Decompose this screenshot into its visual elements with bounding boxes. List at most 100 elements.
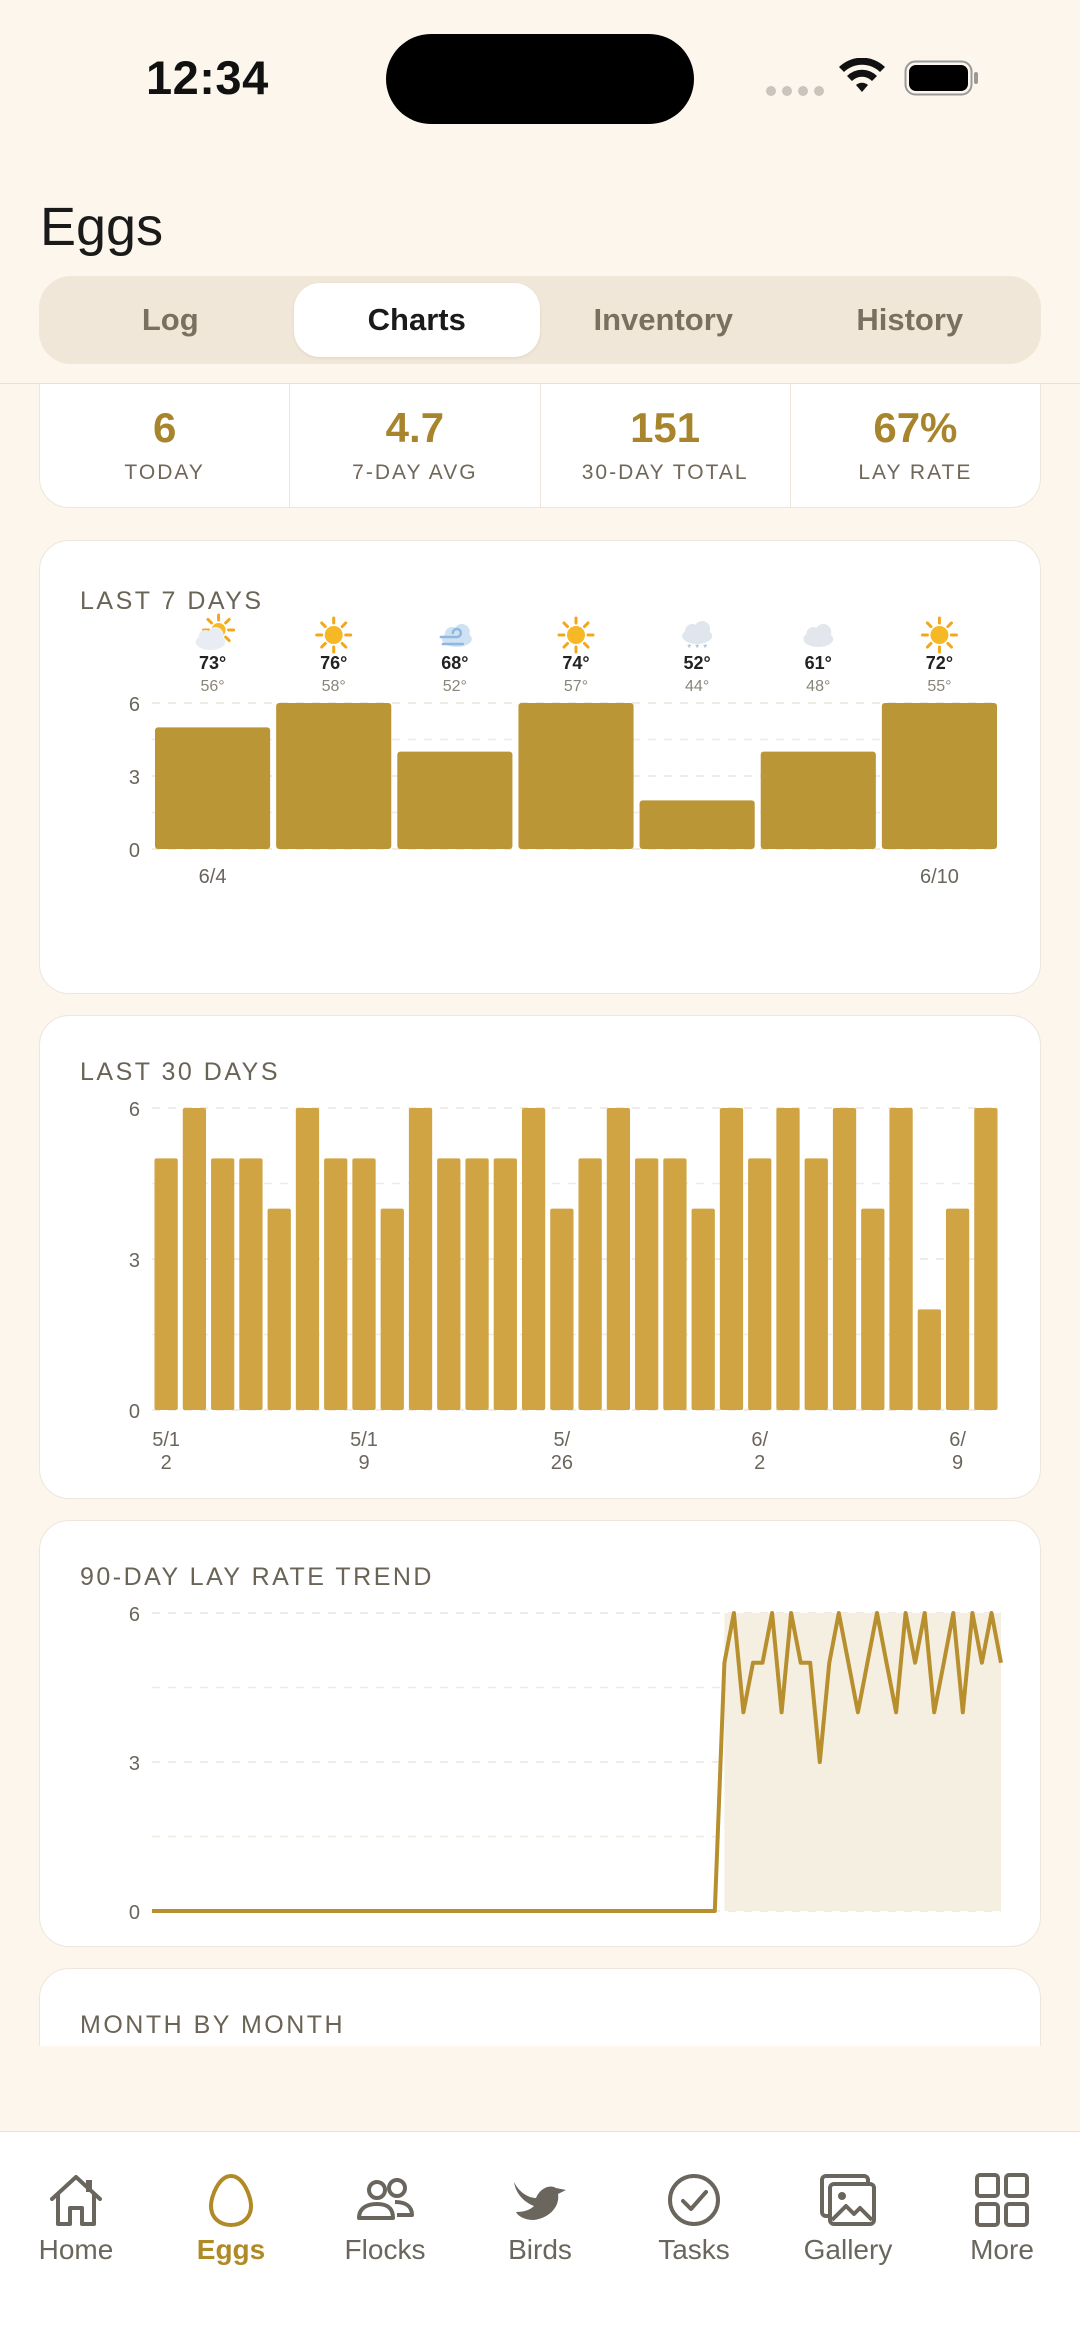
bar xyxy=(380,1208,404,1410)
bar xyxy=(578,1158,602,1410)
sun-ray xyxy=(320,641,327,649)
tab-label: Birds xyxy=(508,2234,572,2265)
x-tick-label: 5/1 xyxy=(350,1429,378,1451)
snow-cloud-icon: * * * xyxy=(682,621,713,654)
tabbar-home[interactable]: Home xyxy=(6,2172,146,2266)
weather-low: 44° xyxy=(685,678,709,695)
stat-value: 67% xyxy=(873,404,958,451)
sun-ray xyxy=(562,621,570,629)
weather-low: 52° xyxy=(443,678,467,695)
stat-value: 4.7 xyxy=(385,404,445,451)
sun-ray xyxy=(320,621,327,629)
cloud-shape xyxy=(815,624,832,640)
sun-disc xyxy=(567,626,585,644)
bar xyxy=(917,1309,941,1410)
status-bar: 12:34 xyxy=(0,0,1080,160)
weather-high: 72° xyxy=(926,653,953,673)
stat-value: 151 xyxy=(630,404,701,451)
bar xyxy=(465,1158,489,1410)
tab-label: Tasks xyxy=(658,2234,730,2265)
bar xyxy=(437,1158,461,1410)
x-tick-label: 6/4 xyxy=(199,866,227,888)
sun-ray xyxy=(925,621,933,629)
page-title: Eggs xyxy=(40,197,164,257)
y-tick-label: 6 xyxy=(129,694,140,716)
tab-label: Gallery xyxy=(803,2234,893,2265)
snowflake: * xyxy=(703,643,707,654)
weather-high: 52° xyxy=(684,653,711,673)
weather-low: 56° xyxy=(200,678,224,695)
tab-label: More xyxy=(970,2234,1034,2265)
bar xyxy=(493,1158,517,1410)
sun-ray xyxy=(562,641,570,649)
dynamic-island xyxy=(386,34,694,124)
tab-inventory[interactable]: Inventory xyxy=(593,302,734,337)
weather-low: 57° xyxy=(564,678,588,695)
charts-scroll-area[interactable]: 6 TODAY 4.7 7-DAY AVG 151 30-DAY TOTAL 6… xyxy=(0,384,1080,2046)
last-7-days-card: LAST 7 DAYS 0 3 6 73° 56° 76° 58° 68° 52° 74° 57° *… xyxy=(39,540,1041,994)
bar xyxy=(889,1108,913,1410)
bird-icon xyxy=(514,2182,566,2220)
checkmark-circle-icon xyxy=(668,2174,720,2226)
bar xyxy=(974,1108,998,1410)
partly-cloudy-icon xyxy=(195,613,236,650)
bar xyxy=(276,703,392,849)
tab-log[interactable]: Log xyxy=(141,302,199,337)
lay-rate-trend-chart: 0 3 6 xyxy=(129,1604,1003,1924)
sun-ray xyxy=(946,641,953,649)
cloud-icon xyxy=(803,624,834,647)
x-tick-label: 9 xyxy=(358,1452,369,1474)
grid-icon xyxy=(975,2173,1029,2227)
tab-label: Home xyxy=(38,2234,114,2265)
y-tick-label: 3 xyxy=(129,767,140,789)
tabbar-birds[interactable]: Birds xyxy=(470,2172,610,2266)
header-divider xyxy=(0,383,1080,384)
status-time: 12:34 xyxy=(146,51,269,104)
weather-high: 68° xyxy=(441,653,468,673)
stat-7-day-avg: 4.7 7-DAY AVG xyxy=(290,384,541,507)
bar xyxy=(719,1108,744,1410)
x-tick-label: 5/ xyxy=(554,1429,571,1451)
sun-ray xyxy=(582,641,590,649)
tabbar-eggs[interactable]: Eggs xyxy=(161,2172,301,2266)
sun-ray xyxy=(206,617,214,625)
x-tick-label: 5/1 xyxy=(152,1429,180,1451)
tabbar-more[interactable]: More xyxy=(932,2172,1072,2266)
weather-high: 76° xyxy=(320,653,347,673)
tab-label: Flocks xyxy=(344,2234,426,2265)
tab-label: Eggs xyxy=(196,2234,266,2265)
tabbar-tasks[interactable]: Tasks xyxy=(624,2172,764,2266)
y-tick-label: 3 xyxy=(129,1250,140,1272)
weather-low: 58° xyxy=(322,678,346,695)
battery-icon xyxy=(904,60,978,96)
weather-high: 74° xyxy=(562,653,589,673)
tab-charts[interactable]: Charts xyxy=(293,283,540,357)
sun-ray xyxy=(582,621,590,629)
tab-history[interactable]: History xyxy=(856,302,964,337)
y-tick-label: 3 xyxy=(129,1753,140,1775)
stat-30-day-total: 151 30-DAY TOTAL xyxy=(541,384,791,507)
sun-icon xyxy=(557,616,595,654)
x-tick-label: 6/10 xyxy=(920,866,959,888)
bar xyxy=(154,1158,178,1410)
stats-card: 6 TODAY 4.7 7-DAY AVG 151 30-DAY TOTAL 6… xyxy=(39,384,1041,508)
sun-ray xyxy=(224,617,231,625)
home-icon xyxy=(50,2175,102,2226)
month-by-month-card: MONTH BY MONTH xyxy=(39,1968,1041,2046)
bar xyxy=(267,1208,291,1410)
weather-low: 48° xyxy=(806,678,830,695)
bar xyxy=(691,1208,715,1410)
snowflake: * xyxy=(687,643,691,654)
tabbar-flocks[interactable]: Flocks xyxy=(315,2172,455,2266)
weather-low: 55° xyxy=(927,678,951,695)
bar xyxy=(748,1158,772,1410)
bar xyxy=(155,727,271,849)
y-tick-label: 0 xyxy=(129,1902,140,1924)
last-30-days-highlight xyxy=(724,1613,1001,1911)
card-title: LAST 30 DAYS xyxy=(80,1058,280,1086)
stat-label: 7-DAY AVG xyxy=(352,461,478,484)
bar xyxy=(408,1108,433,1410)
tabbar-gallery[interactable]: Gallery xyxy=(778,2172,918,2266)
cellular-signal-icon xyxy=(766,86,824,96)
